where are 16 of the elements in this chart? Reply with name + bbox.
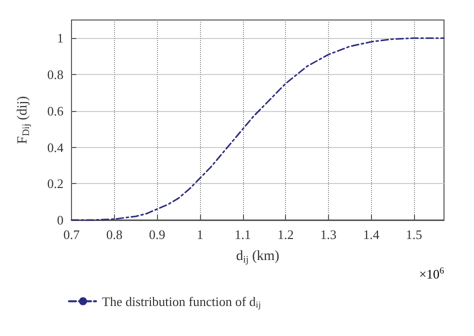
y-tick-label: 0.6 <box>47 103 64 118</box>
x-tick-label: 1.5 <box>406 227 422 242</box>
y-tick-label: 1 <box>57 30 64 46</box>
x-tick-label: 0.7 <box>63 227 80 242</box>
x-tick-label: 1.2 <box>277 227 294 242</box>
y-tick-label: 0 <box>57 212 64 228</box>
x-tick-label: 1 <box>196 227 204 242</box>
y-tick-label: 0.2 <box>47 176 64 192</box>
x-tick-label: 1.1 <box>234 227 251 242</box>
x-tick-label: 1.3 <box>320 227 337 242</box>
y-axis-title: FDij (dij) <box>16 96 32 144</box>
y-tick-label: 0.4 <box>47 140 64 155</box>
x-tick-label: 1.4 <box>363 227 380 242</box>
x-tick-label: 0.9 <box>149 227 166 242</box>
x-tick-label: 0.8 <box>106 227 122 242</box>
y-tick-label: 0.8 <box>47 67 64 82</box>
